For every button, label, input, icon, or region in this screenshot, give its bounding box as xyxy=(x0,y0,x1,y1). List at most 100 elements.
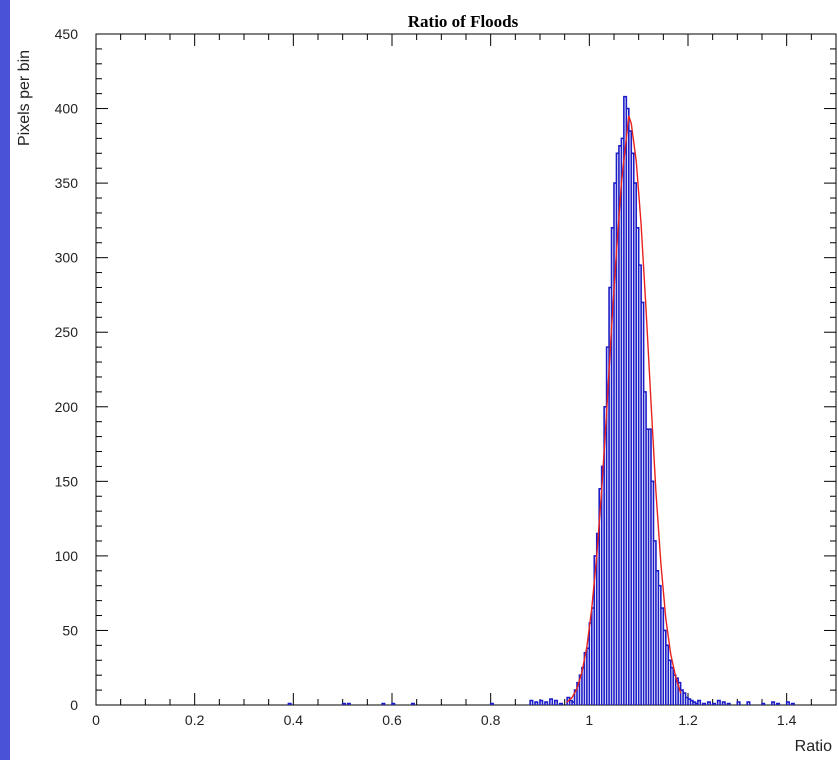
fit-point xyxy=(576,687,578,690)
histogram-bin xyxy=(491,704,493,705)
histogram-bin xyxy=(663,630,665,705)
fit-point xyxy=(680,692,682,694)
histogram-bin xyxy=(550,699,552,705)
x-axis-label: Ratio xyxy=(795,738,832,755)
series-layer xyxy=(287,95,795,705)
histogram-bin xyxy=(649,429,651,705)
histogram-bin xyxy=(666,645,668,705)
fit-point xyxy=(655,491,657,493)
histogram-bin xyxy=(343,704,345,705)
histogram-bin xyxy=(651,481,653,705)
histogram-bin xyxy=(787,702,789,705)
fit-point xyxy=(606,412,608,414)
x-tick-label: 0.6 xyxy=(382,712,402,728)
histogram-bin xyxy=(708,702,710,705)
histogram-bin xyxy=(727,704,729,705)
histogram-bin xyxy=(713,704,715,705)
x-tick-label: 0 xyxy=(92,712,100,728)
histogram-bin xyxy=(587,648,589,705)
fit-point xyxy=(620,182,623,184)
fit-point xyxy=(610,327,613,329)
fit-point xyxy=(601,489,603,491)
fit-point xyxy=(596,555,598,557)
histogram-bin xyxy=(698,701,700,705)
axis-ticks xyxy=(95,33,837,706)
fit-point xyxy=(628,115,630,117)
fit-point xyxy=(630,122,632,125)
histogram-bin xyxy=(772,702,774,705)
histogram-bin xyxy=(626,109,628,705)
histogram-bin xyxy=(570,701,572,705)
histogram-bin xyxy=(619,146,621,705)
chart-title: Ratio of Floods xyxy=(408,12,519,31)
tick-labels: 0 0.2 0.4 0.6 0.8 1 1.2 1.4 0 50 100 150 200 250 300 35… xyxy=(55,26,797,728)
fit-point xyxy=(640,224,642,226)
y-tick-label: 100 xyxy=(55,548,79,564)
histogram-bin xyxy=(540,701,542,705)
y-tick-label: 200 xyxy=(55,399,79,415)
y-tick-label: 350 xyxy=(55,175,79,191)
histogram-bin xyxy=(641,302,643,705)
histogram-bin xyxy=(693,702,695,705)
y-tick-label: 450 xyxy=(55,26,79,42)
histogram-bin xyxy=(653,541,655,705)
histogram-bin xyxy=(288,704,290,705)
histogram-bin xyxy=(629,131,631,705)
histogram-bin xyxy=(646,429,648,705)
fit-curve-series xyxy=(566,115,682,703)
x-tick-label: 0.8 xyxy=(481,712,501,728)
histogram-bin xyxy=(572,702,574,705)
histogram-bin xyxy=(602,466,604,705)
histogram-bin xyxy=(661,608,663,705)
fit-point xyxy=(670,653,672,655)
histogram-bin xyxy=(690,701,692,705)
histogram-bin xyxy=(348,704,350,705)
histogram-bin xyxy=(668,660,670,705)
histogram-bin xyxy=(636,228,638,705)
histogram-bin xyxy=(412,704,414,705)
histogram-bin xyxy=(737,702,739,705)
fit-point xyxy=(581,671,583,673)
histogram-path xyxy=(287,95,795,705)
y-tick-label: 250 xyxy=(55,324,79,340)
histogram-bin xyxy=(688,699,690,705)
histogram-bin xyxy=(656,571,658,705)
histogram-bin xyxy=(673,675,675,705)
histogram-bin xyxy=(762,704,764,705)
histogram-bin xyxy=(535,702,537,705)
histogram-bin xyxy=(530,701,532,705)
histogram-bin xyxy=(560,704,562,705)
y-tick-label: 50 xyxy=(62,622,78,638)
fit-point xyxy=(571,696,573,699)
y-axis-label: Pixels per bin xyxy=(16,50,33,146)
histogram-series xyxy=(287,95,795,705)
x-tick-label: 0.2 xyxy=(185,712,205,728)
plot-frame xyxy=(95,33,837,706)
y-tick-label: 150 xyxy=(55,473,79,489)
y-tick-label: 400 xyxy=(55,101,79,117)
histogram-bin xyxy=(621,138,623,705)
histogram-bin xyxy=(555,701,557,705)
y-tick-label: 300 xyxy=(55,250,79,266)
x-tick-label: 1.4 xyxy=(777,712,797,728)
fit-point xyxy=(586,646,588,648)
histogram-bin xyxy=(589,623,591,705)
histogram-bin xyxy=(382,704,384,705)
histogram-bin xyxy=(671,668,673,705)
histogram-bin xyxy=(686,698,688,705)
fit-point xyxy=(665,617,667,620)
y-tick-label: 0 xyxy=(70,697,78,713)
histogram-bin xyxy=(639,265,641,705)
histogram-bin xyxy=(747,702,749,705)
fit-point xyxy=(615,251,618,253)
x-tick-label: 0.4 xyxy=(284,712,304,728)
histogram-bin xyxy=(631,153,633,705)
histogram-bin xyxy=(683,693,685,705)
fit-point xyxy=(635,160,637,162)
fit-point xyxy=(645,309,647,311)
fit-point xyxy=(566,701,568,703)
histogram-bin xyxy=(634,183,636,705)
x-tick-label: 1 xyxy=(585,712,593,728)
